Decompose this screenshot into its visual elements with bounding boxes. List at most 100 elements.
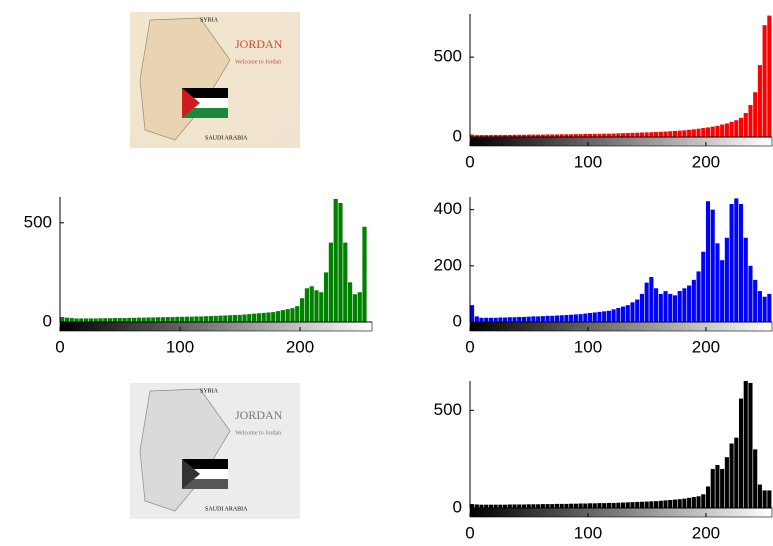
image-text: JORDAN — [235, 37, 283, 51]
bar — [545, 134, 550, 137]
bar — [701, 128, 706, 137]
bar — [247, 314, 252, 322]
flag-band — [182, 459, 228, 469]
flag-band — [182, 108, 228, 118]
bar — [228, 315, 233, 322]
bar — [602, 311, 607, 322]
bar — [649, 132, 654, 137]
bar — [644, 282, 649, 322]
bar — [630, 302, 635, 322]
bar — [488, 135, 493, 137]
bar — [474, 504, 479, 508]
bar — [701, 251, 706, 322]
bar — [199, 316, 204, 322]
bar — [517, 504, 522, 508]
flag-band — [182, 469, 228, 479]
bar — [319, 292, 324, 322]
bar — [189, 316, 194, 322]
bar — [521, 316, 527, 322]
bar — [521, 134, 527, 137]
flag-triangle — [182, 459, 200, 489]
image-text: JORDAN — [235, 408, 283, 422]
bar — [606, 502, 611, 508]
bar — [141, 317, 146, 322]
bar — [592, 133, 597, 137]
image-text: SYRIA — [200, 388, 219, 394]
bar — [573, 503, 578, 508]
bar — [554, 134, 560, 137]
bar — [474, 135, 479, 137]
bar — [285, 309, 290, 322]
x-tick-label: 200 — [692, 523, 720, 541]
bar — [597, 503, 602, 508]
bar — [484, 135, 489, 137]
bar — [625, 305, 630, 322]
bar — [300, 298, 305, 322]
bar — [559, 503, 564, 508]
bar — [108, 318, 113, 322]
bar — [280, 310, 285, 322]
bar — [470, 504, 475, 508]
bar — [493, 504, 498, 508]
bar — [602, 133, 607, 137]
bar — [621, 502, 626, 508]
bar — [314, 290, 319, 322]
bar — [720, 468, 725, 508]
bar — [734, 437, 739, 508]
bar — [729, 121, 734, 137]
bar — [531, 504, 536, 508]
bar — [204, 316, 209, 322]
bar — [701, 494, 706, 508]
bar — [578, 503, 583, 508]
image-text: SAUDI ARABIA — [205, 135, 248, 141]
bar — [526, 504, 531, 508]
bar — [748, 105, 753, 137]
bar — [98, 318, 103, 322]
bar — [165, 317, 170, 322]
bar — [194, 316, 199, 322]
bar — [540, 134, 545, 137]
map-shape — [139, 388, 231, 512]
bar — [79, 318, 84, 322]
bar — [734, 120, 739, 137]
bar — [578, 134, 583, 137]
bar — [658, 293, 663, 322]
bar — [309, 286, 314, 322]
x-tick-label: 100 — [574, 337, 602, 356]
bar — [611, 133, 616, 137]
bar — [512, 504, 517, 508]
flag-band — [182, 479, 228, 489]
bar — [616, 307, 621, 322]
bar — [69, 318, 74, 322]
bar — [550, 134, 555, 137]
colorbar — [469, 136, 773, 147]
flag-band — [182, 98, 228, 108]
x-tick-label: 200 — [692, 337, 720, 356]
bar — [672, 130, 678, 137]
map-shape — [139, 17, 231, 141]
bar — [146, 317, 151, 322]
bar — [559, 134, 564, 137]
bar — [729, 204, 734, 322]
bar — [74, 318, 79, 322]
bar — [479, 317, 484, 322]
bar — [493, 134, 498, 137]
bar — [184, 316, 189, 322]
bar — [743, 381, 748, 508]
bar — [606, 133, 611, 137]
x-tick-label: 100 — [574, 523, 602, 541]
image-text: SAUDI ARABIA — [205, 506, 248, 512]
y-tick-label: 0 — [453, 311, 462, 330]
bar — [738, 117, 744, 137]
bar — [470, 305, 475, 322]
bar — [112, 318, 117, 322]
bar — [151, 317, 156, 322]
bar — [503, 504, 508, 508]
bar — [616, 502, 621, 508]
y-tick-label: 200 — [434, 255, 462, 274]
bar — [517, 134, 522, 137]
bar — [88, 318, 93, 322]
bar — [738, 398, 744, 508]
bar — [352, 294, 357, 322]
bar — [232, 315, 237, 322]
